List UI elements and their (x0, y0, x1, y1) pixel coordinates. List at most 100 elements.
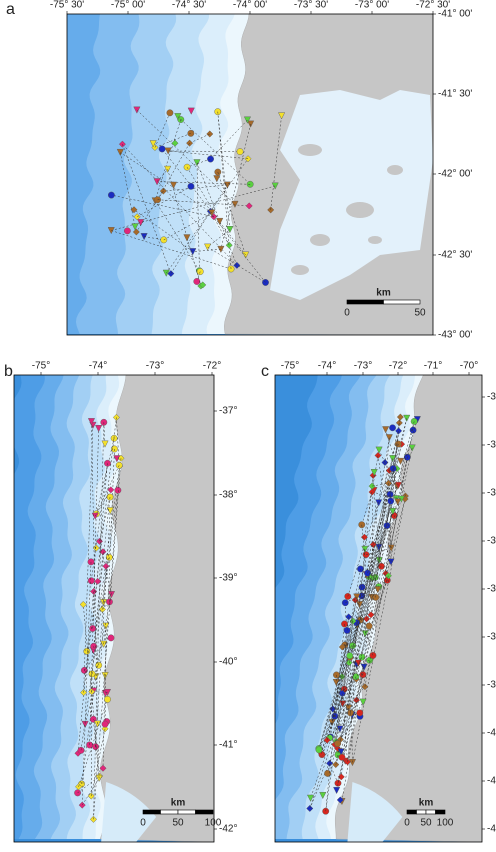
lat-tick-label: -41° 00' (438, 9, 472, 20)
scale-bar-segment (426, 810, 436, 814)
lon-tick-label: -72° (389, 361, 407, 372)
lon-tick-label: -74° 00' (233, 0, 267, 11)
lat-tick-label: -41° (487, 776, 496, 787)
track-marker (88, 559, 94, 565)
lat-tick-label: -41° (219, 740, 237, 751)
map-area (0, 375, 214, 842)
lon-tick-label: -72° (203, 361, 221, 372)
panel-label: c (261, 363, 269, 380)
track-marker (237, 148, 243, 154)
lat-tick-label: -42° (487, 824, 496, 835)
track-marker (339, 754, 345, 760)
lon-tick-label: -73° 00' (355, 0, 389, 11)
lat-tick-label: -39° (219, 573, 237, 584)
scale-label: 100 (205, 818, 222, 829)
lat-tick-label: -43° 00' (438, 330, 472, 341)
lat-tick-label: -38° (219, 490, 237, 501)
track-marker (188, 183, 194, 189)
track-marker (359, 522, 365, 528)
track-marker (378, 563, 384, 569)
track-marker (316, 747, 322, 753)
scale-unit: km (171, 798, 186, 809)
track-marker (366, 623, 372, 629)
scale-bar-segment (196, 810, 214, 814)
map-panel: a -75° 30' -75° 00' -74° 30' -74° 00' -73° 30… (0, 0, 472, 341)
lon-tick-label: -70° (460, 361, 478, 372)
lat-tick-label: -35° (487, 488, 496, 499)
scale-unit: km (376, 288, 391, 299)
scale-bar-segment (384, 300, 421, 304)
scale-bar-segment (436, 810, 446, 814)
lat-tick-label: -39° (487, 680, 496, 691)
island (346, 202, 374, 218)
track-marker (102, 721, 108, 727)
lat-tick-label: -41° 30' (438, 89, 472, 100)
scale-bar-segment (143, 810, 161, 814)
track-marker (363, 551, 369, 557)
track-marker (357, 710, 363, 716)
track-marker (384, 522, 390, 528)
scale-label: 0 (404, 818, 410, 829)
lon-tick-label: -73° 30' (294, 0, 328, 11)
scale-bar-segment (347, 300, 384, 304)
track-marker (108, 635, 114, 641)
lon-tick-label: -74° (89, 361, 107, 372)
lat-tick-label: -37° (219, 406, 237, 417)
track-marker (389, 425, 395, 431)
lat-tick-label: -34° (487, 440, 496, 451)
island (298, 144, 322, 156)
island (291, 265, 309, 275)
track-marker (108, 192, 114, 198)
lat-tick-label: -42° 00' (438, 169, 472, 180)
lon-tick-label: -74° (318, 361, 336, 372)
lon-tick-label: -74° 30' (172, 0, 206, 11)
panel-label: a (6, 1, 15, 18)
lon-tick-label: -71° (424, 361, 442, 372)
lat-tick-label: -36° (487, 536, 496, 547)
scale-bar-segment (407, 810, 417, 814)
track-marker (324, 770, 330, 776)
lat-tick-label: -40° (487, 728, 496, 739)
island (387, 165, 403, 175)
lon-tick-label: -73° (354, 361, 372, 372)
track-marker (159, 146, 165, 152)
map-panel: b -75° -74° -73° -72° -37° -38° -39° -40° -41° -42… (0, 361, 237, 842)
lat-tick-label: -40° (219, 657, 237, 668)
track-marker (88, 578, 94, 584)
lon-tick-label: -75° 00' (111, 0, 145, 11)
scale-unit: km (419, 798, 434, 809)
track-marker (101, 419, 107, 425)
lon-tick-label: -73° (146, 361, 164, 372)
scale-label: 100 (437, 818, 454, 829)
track-marker (104, 696, 110, 702)
scale-bar-segment (161, 810, 179, 814)
lon-tick-label: -75° 30' (50, 0, 84, 11)
lon-tick-label: -75° (281, 361, 299, 372)
lat-tick-label: -38° (487, 632, 496, 643)
lat-tick-label: -37° (487, 584, 496, 595)
track-marker (347, 652, 353, 658)
island (310, 234, 330, 246)
lat-tick-label: -33° (487, 392, 496, 403)
track-marker (124, 228, 130, 234)
panel-label: b (4, 363, 13, 380)
map-panel: c -75° -74° -73° -72° -71° -70° -33° -34° -35° -36… (228, 361, 496, 842)
scale-label: 50 (420, 818, 432, 829)
scale-label: 50 (414, 308, 426, 319)
track-marker (390, 465, 396, 471)
track-marker (334, 740, 340, 746)
track-marker (167, 110, 173, 116)
track-marker (410, 427, 416, 433)
map-area (0, 14, 433, 335)
lat-tick-label: -42° 30' (438, 250, 472, 261)
scale-bar-segment (178, 810, 196, 814)
track-marker (194, 278, 200, 284)
lat-tick-label: -42° (219, 824, 237, 835)
track-marker (84, 648, 90, 654)
scale-label: 0 (140, 818, 146, 829)
lon-tick-label: -75° (32, 361, 50, 372)
island (368, 236, 382, 244)
scale-bar-segment (417, 810, 427, 814)
